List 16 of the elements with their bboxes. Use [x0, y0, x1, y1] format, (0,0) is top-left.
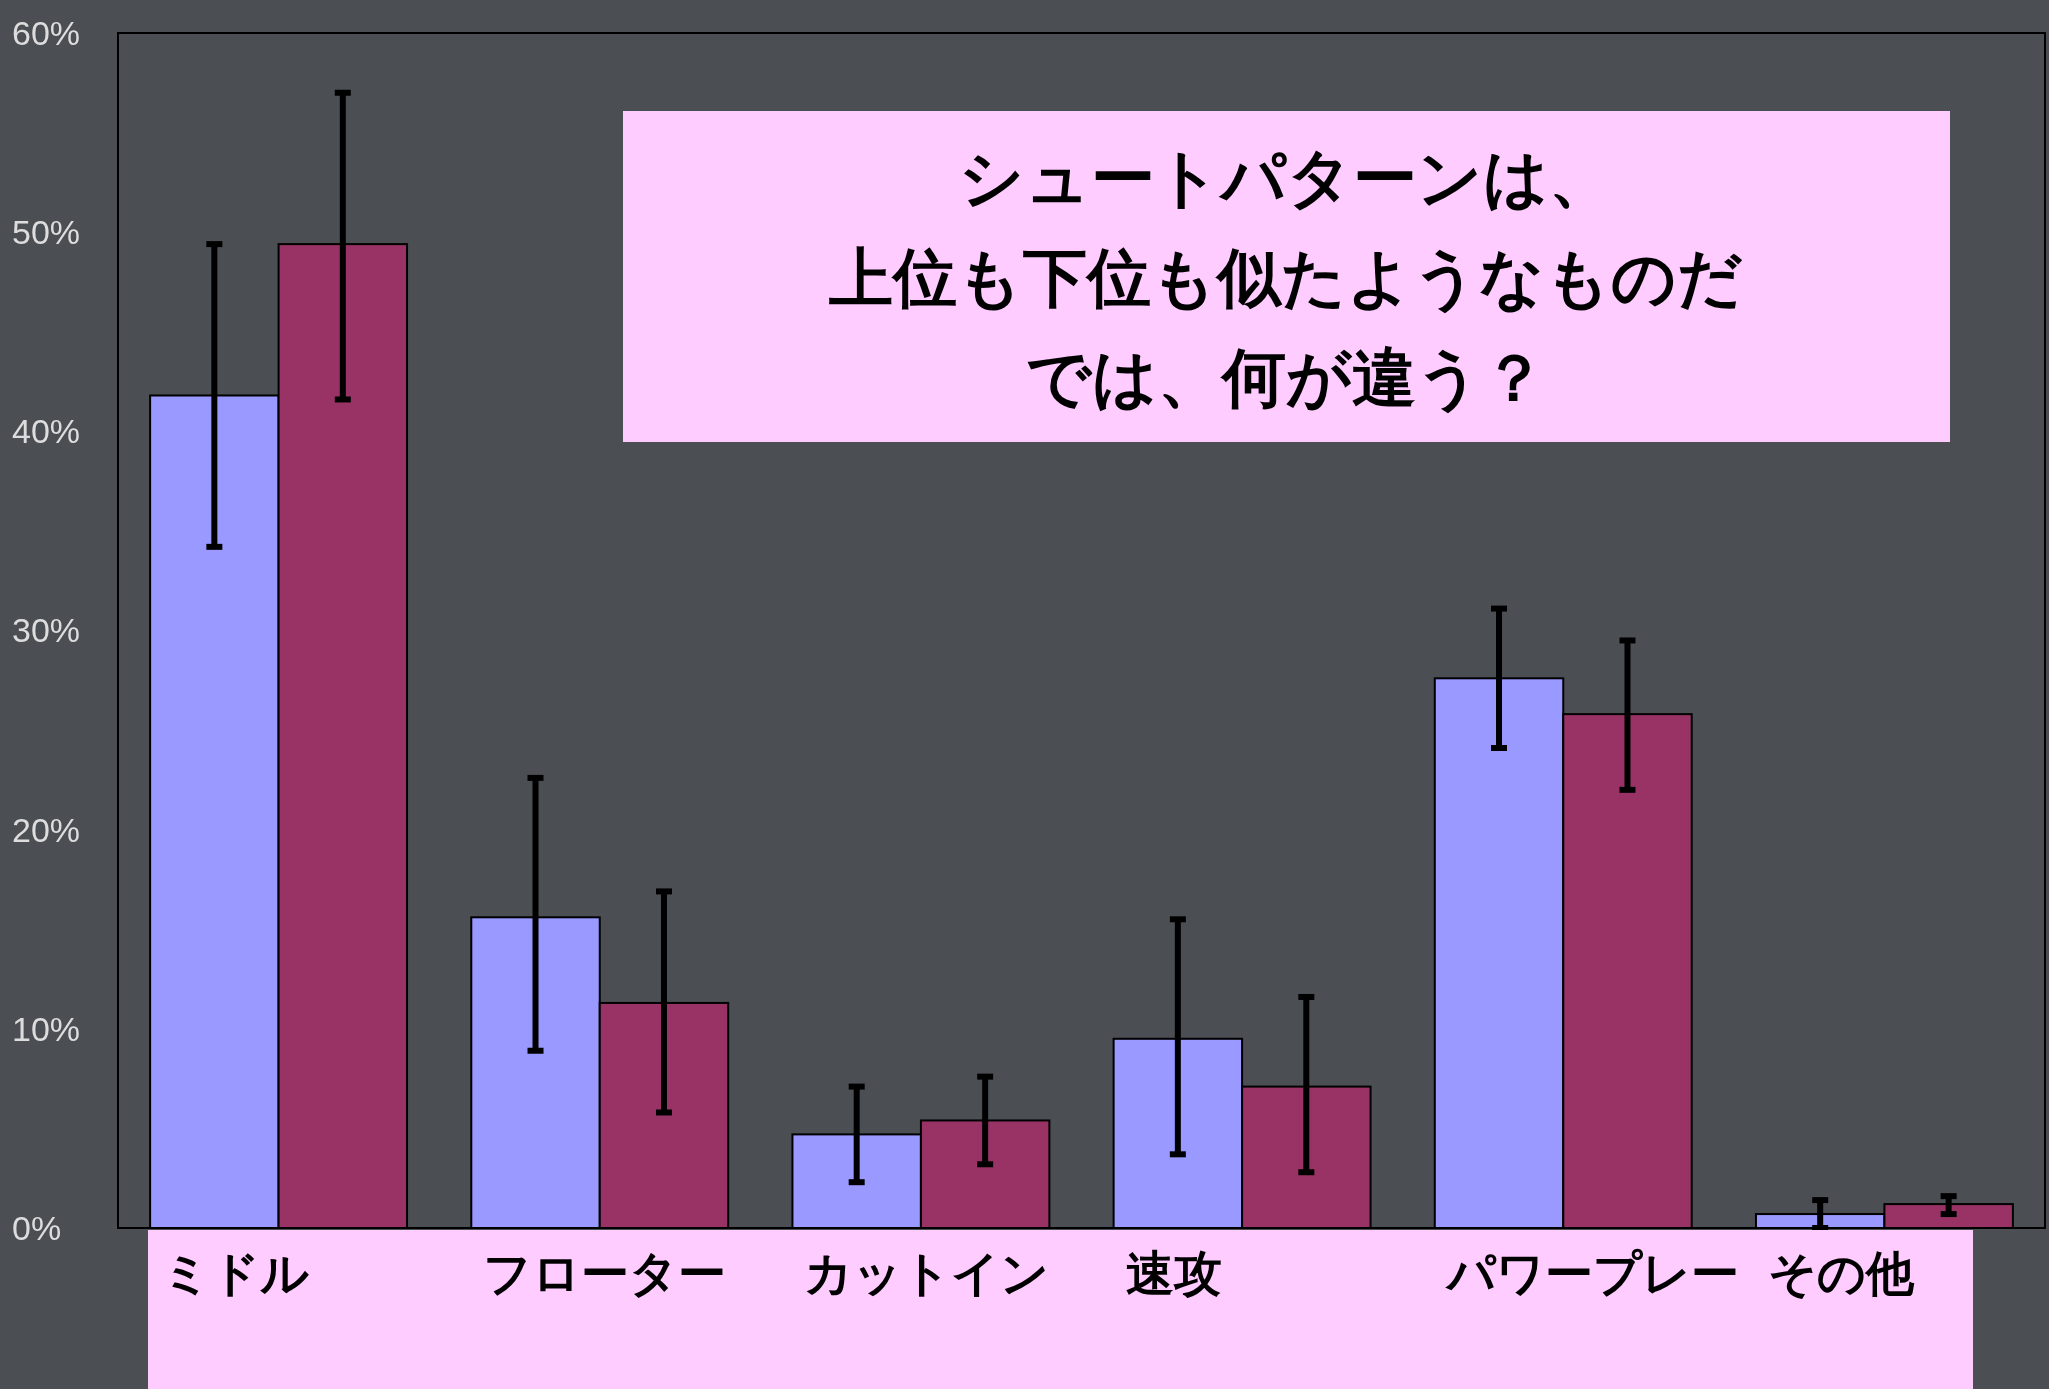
x-tick-label: フローター: [483, 1245, 727, 1301]
y-tick-label: 40%: [12, 412, 81, 451]
x-tick-label: ミドル: [162, 1245, 310, 1301]
text: 上位も下位も似たようなものだ: [829, 241, 1743, 315]
y-tick-label: 50%: [12, 213, 81, 252]
y-tick-label: 30%: [12, 611, 81, 650]
y-tick-label: 20%: [12, 810, 81, 849]
y-tick-label: 0%: [12, 1208, 62, 1247]
y-tick-label: 10%: [12, 1009, 81, 1048]
x-tick-label: パワープレー: [1444, 1245, 1739, 1301]
text: シュートパターンは、: [959, 141, 1613, 215]
x-tick-label: 速攻: [1125, 1245, 1222, 1301]
x-tick-label: その他: [1767, 1245, 1915, 1301]
annotation: では、何が違う？: [1026, 341, 1546, 415]
y-tick-label: 60%: [12, 13, 81, 52]
x-tick-label: カットイン: [804, 1245, 1050, 1301]
